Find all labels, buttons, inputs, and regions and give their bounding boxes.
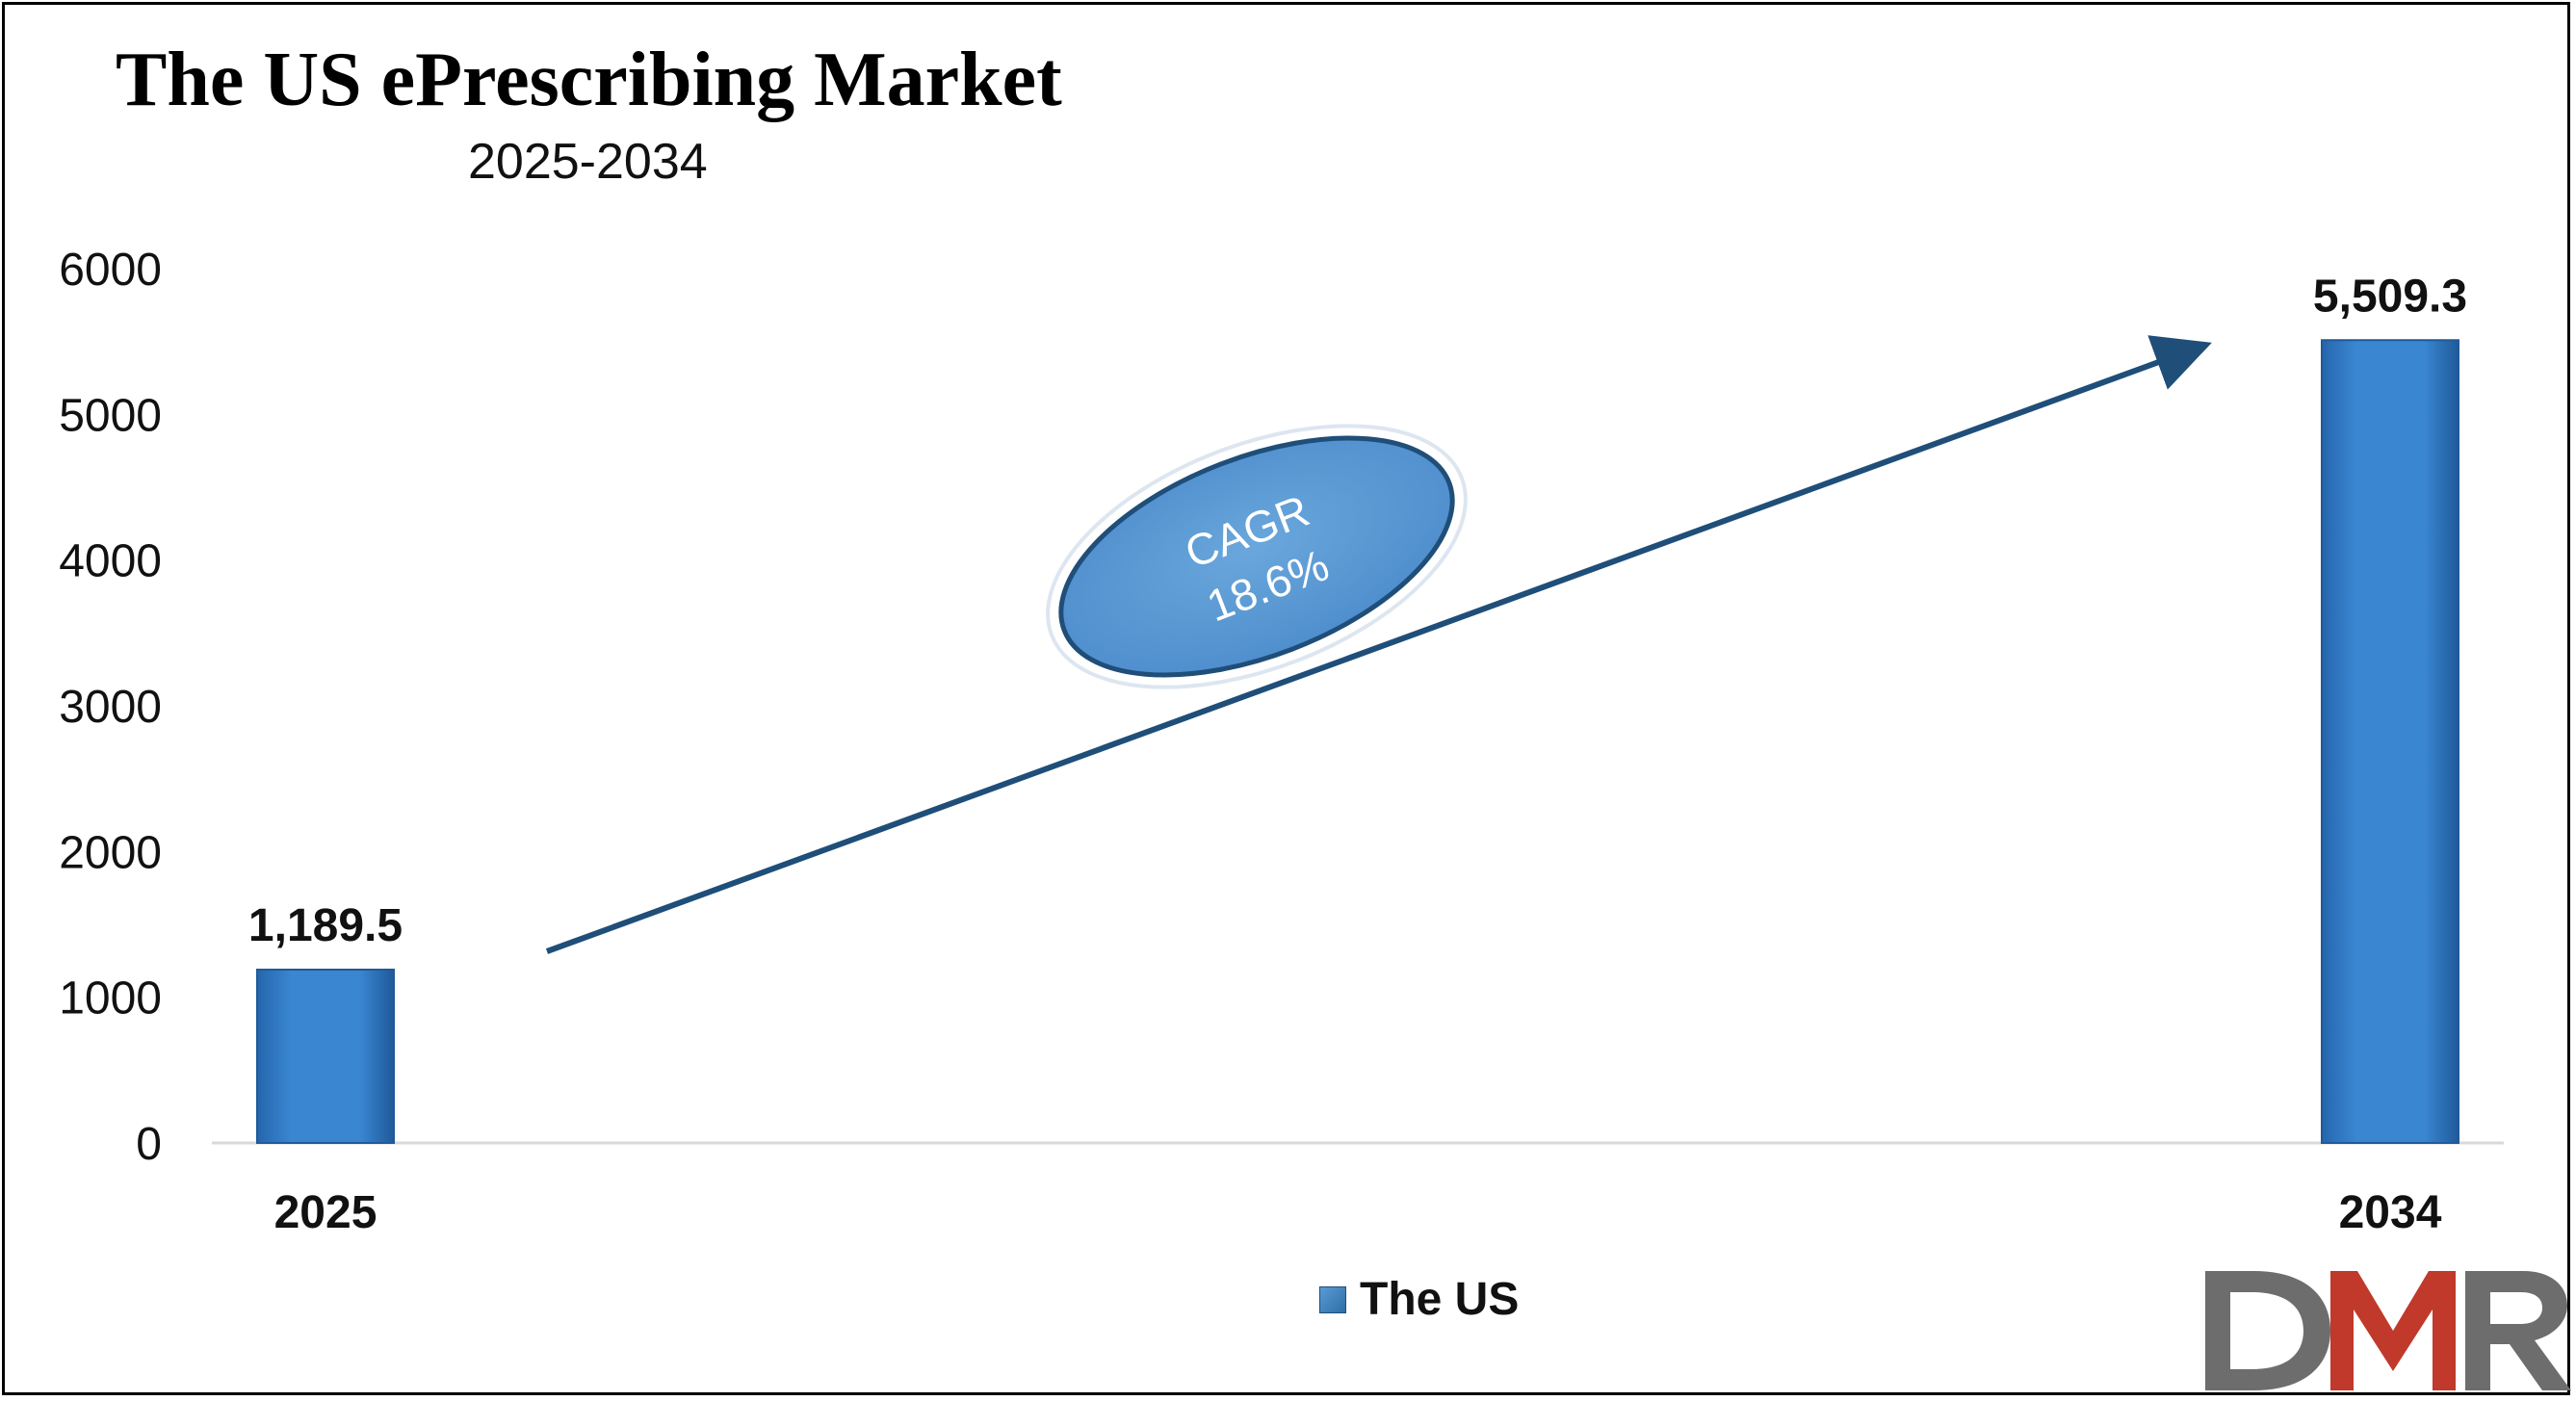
y-tick-label: 4000 xyxy=(59,536,162,587)
y-tick-label: 0 xyxy=(136,1119,162,1170)
dmr-logo xyxy=(2205,1271,2571,1390)
chart-title: The US ePrescribing Market xyxy=(116,38,1062,122)
chart-subtitle: 2025-2034 xyxy=(468,134,708,190)
y-tick-label: 2000 xyxy=(59,827,162,878)
y-tick-label: 3000 xyxy=(59,682,162,733)
legend-label: The US xyxy=(1360,1274,1520,1325)
x-tick-label-2025: 2025 xyxy=(274,1187,377,1238)
bar-2025 xyxy=(256,968,395,1145)
legend-swatch xyxy=(1319,1285,1346,1313)
data-label-2025: 1,189.5 xyxy=(248,900,403,951)
data-label-2034: 5,509.3 xyxy=(2313,271,2467,322)
y-tick-label: 6000 xyxy=(59,245,162,296)
x-tick-label-2034: 2034 xyxy=(2339,1187,2442,1238)
cagr-badge: CAGR 18.6% xyxy=(1046,424,1468,689)
growth-arrow xyxy=(545,335,2212,954)
y-tick-label: 5000 xyxy=(59,390,162,441)
bar-2034 xyxy=(2321,339,2459,1144)
y-tick-label: 1000 xyxy=(59,973,162,1025)
legend: The US xyxy=(1319,1273,1519,1326)
